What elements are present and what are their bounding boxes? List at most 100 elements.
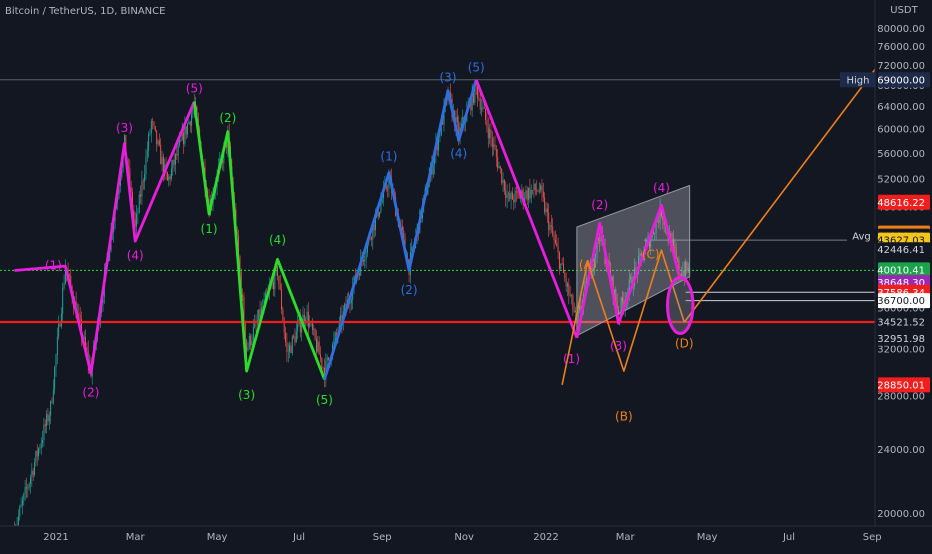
candle-body — [189, 121, 191, 126]
candle-body — [572, 295, 574, 310]
candle-body — [145, 155, 147, 175]
candle-body — [450, 92, 452, 99]
candle-body — [274, 269, 276, 290]
candle-body — [172, 159, 174, 169]
candle-body — [490, 129, 492, 139]
candle-body — [109, 250, 111, 261]
candle-body — [136, 213, 138, 227]
candle-body — [134, 218, 136, 227]
wave-label: (3) — [610, 339, 627, 353]
candle-body — [133, 210, 135, 219]
candle-body — [562, 263, 564, 273]
wave-label: (1) — [45, 259, 62, 273]
candle-body — [141, 180, 143, 197]
candle-body — [264, 293, 266, 300]
candle-body — [580, 305, 582, 310]
candle-body — [597, 238, 599, 241]
y-tick-label: 56000.00 — [877, 149, 925, 160]
candle-body — [481, 108, 483, 110]
candle-body — [279, 283, 281, 290]
candle-body — [540, 185, 542, 191]
candle-body — [478, 98, 480, 99]
y-tick-label: 76000.00 — [877, 42, 925, 53]
candle-body — [262, 307, 264, 308]
candle-body — [507, 193, 509, 195]
candle-body — [682, 270, 684, 277]
candle-body — [568, 283, 570, 295]
scale-label-value: 34521.52 — [877, 318, 925, 329]
candle-body — [553, 234, 555, 240]
candle-body — [168, 176, 170, 181]
candle-body — [321, 357, 323, 368]
candle-body — [494, 144, 496, 150]
candle-body — [173, 159, 175, 165]
candle-body — [289, 345, 291, 352]
x-tick-label: Sep — [373, 532, 392, 543]
candle-body — [311, 322, 313, 330]
scale-label-value: 36700.00 — [877, 296, 925, 307]
candle-body — [20, 504, 22, 508]
candle-body — [510, 192, 512, 199]
y-tick-label: 32000.00 — [877, 345, 925, 356]
candle-body — [239, 256, 241, 272]
candle-body — [314, 329, 316, 339]
candle-body — [608, 260, 610, 270]
candle-body — [85, 336, 87, 347]
candle-body — [313, 329, 315, 330]
candle-body — [83, 336, 85, 340]
candle-body — [548, 212, 550, 230]
candle-body — [388, 176, 390, 189]
candle-body — [259, 309, 261, 319]
candle-body — [291, 336, 293, 354]
candle-body — [620, 297, 622, 315]
candle-body — [456, 117, 458, 123]
candle-body — [55, 354, 57, 368]
candle-body — [150, 121, 152, 133]
candle-body — [328, 357, 329, 360]
candle-body — [58, 323, 60, 337]
candle-body — [153, 122, 155, 127]
wave-path — [323, 79, 478, 380]
candle-body — [78, 312, 80, 315]
candle-body — [318, 341, 320, 355]
candle-body — [137, 212, 139, 214]
candle-body — [340, 314, 342, 321]
scale-label-box — [878, 194, 930, 210]
candle-body — [683, 270, 685, 277]
candle-body — [47, 414, 49, 422]
candle-body — [68, 274, 70, 276]
candle-body — [487, 127, 489, 139]
candle-body — [564, 272, 566, 279]
y-tick-label: 52000.00 — [877, 175, 925, 186]
candle-body — [522, 189, 524, 202]
wave-label: (5) — [468, 60, 485, 74]
wave-label: (4) — [653, 181, 670, 195]
candle-body — [70, 275, 72, 288]
wave-label: (3) — [116, 121, 133, 135]
candle-body — [258, 309, 260, 321]
x-tick-label: Jul — [782, 532, 795, 543]
candle-body — [338, 320, 340, 333]
candle-body — [184, 126, 186, 144]
candle-body — [556, 242, 558, 247]
candle-body — [281, 289, 283, 310]
candle-body — [226, 141, 227, 148]
candle-body — [21, 500, 23, 505]
candle-body — [59, 323, 61, 327]
scale-label-value: 43627.03 — [877, 236, 925, 247]
candle-body — [156, 130, 158, 145]
candle-body — [315, 338, 317, 352]
candle-body — [524, 198, 525, 202]
candle-body — [17, 516, 19, 525]
x-tick-label: May — [207, 532, 228, 543]
candle-body — [477, 84, 479, 99]
candle-body — [142, 180, 144, 182]
candle-body — [501, 168, 503, 184]
candle-body — [372, 224, 374, 240]
candle-body — [60, 313, 62, 327]
x-tick-label: Mar — [126, 532, 146, 543]
candle-body — [38, 448, 40, 457]
candle-body — [247, 346, 249, 351]
